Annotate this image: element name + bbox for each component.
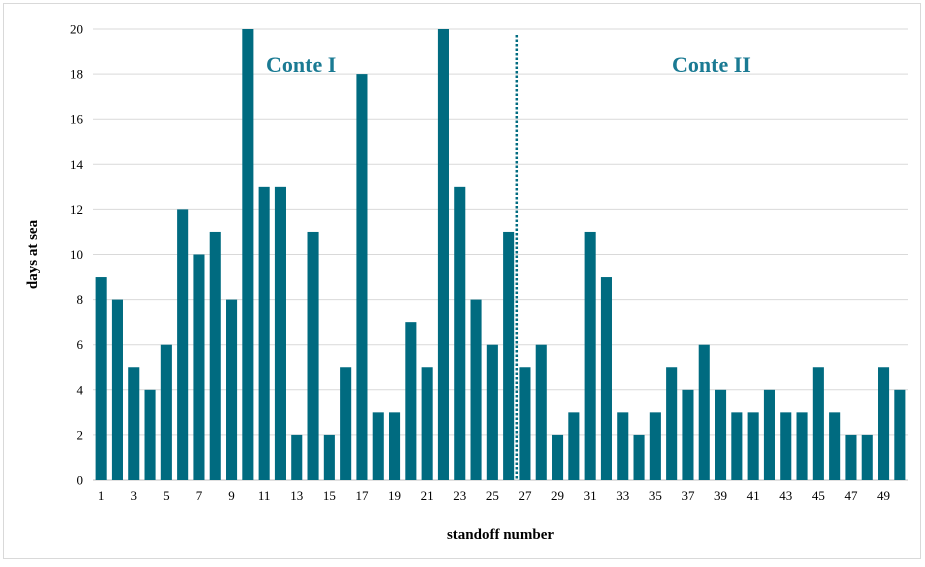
bar-40 xyxy=(731,412,743,480)
x-tick-label-15: 15 xyxy=(323,488,336,503)
x-tick-label-3: 3 xyxy=(131,488,138,503)
x-tick-label-21: 21 xyxy=(421,488,434,503)
bar-5 xyxy=(160,344,172,480)
bar-17 xyxy=(356,74,368,480)
bar-18 xyxy=(372,412,384,480)
bar-24 xyxy=(470,299,482,480)
bar-6 xyxy=(177,209,189,480)
x-tick-label-17: 17 xyxy=(355,488,369,503)
bar-26 xyxy=(503,231,515,480)
bar-31 xyxy=(584,231,596,480)
bar-11 xyxy=(258,186,270,480)
bar-30 xyxy=(568,412,580,480)
bar-37 xyxy=(682,389,694,480)
bar-34 xyxy=(633,434,645,480)
bar-10 xyxy=(242,29,254,480)
y-tick-label-6: 6 xyxy=(77,337,84,352)
x-tick-label-29: 29 xyxy=(551,488,564,503)
bar-41 xyxy=(747,412,759,480)
x-axis-label: standoff number xyxy=(447,527,554,543)
bar-46 xyxy=(829,412,841,480)
bar-12 xyxy=(274,186,286,480)
y-tick-label-14: 14 xyxy=(70,157,84,172)
y-tick-label-0: 0 xyxy=(77,473,84,488)
y-tick-label-16: 16 xyxy=(70,112,84,127)
bars xyxy=(95,29,906,480)
x-tick-label-47: 47 xyxy=(844,488,858,503)
x-tick-label-37: 37 xyxy=(681,488,695,503)
y-axis-ticks: 0 2 4 6 8 10 12 14 16 18 20 xyxy=(70,22,84,488)
bar-19 xyxy=(389,412,401,480)
x-axis-ticks: 1 3 5 7 9 11 13 15 17 19 21 23 25 27 29 31 33 35 37 39 41 43 4… xyxy=(98,488,890,503)
y-tick-label-18: 18 xyxy=(70,67,83,82)
bar-2 xyxy=(111,299,123,480)
x-tick-label-39: 39 xyxy=(714,488,727,503)
bar-25 xyxy=(486,344,498,480)
x-tick-label-31: 31 xyxy=(584,488,597,503)
annotation-conte-i: Conte I xyxy=(266,52,336,77)
bar-21 xyxy=(421,367,433,480)
bar-49 xyxy=(878,367,890,480)
bar-50 xyxy=(894,389,906,480)
x-tick-label-19: 19 xyxy=(388,488,401,503)
bar-1 xyxy=(95,277,107,480)
y-tick-label-2: 2 xyxy=(77,427,84,442)
x-tick-label-41: 41 xyxy=(747,488,760,503)
y-tick-label-20: 20 xyxy=(70,22,83,37)
bar-43 xyxy=(780,412,792,480)
annotation-conte-ii: Conte II xyxy=(672,52,751,77)
bar-23 xyxy=(454,186,466,480)
x-tick-label-35: 35 xyxy=(649,488,662,503)
x-tick-label-25: 25 xyxy=(486,488,499,503)
bar-29 xyxy=(552,434,564,480)
bar-27 xyxy=(519,367,531,480)
y-tick-label-12: 12 xyxy=(70,202,83,217)
bar-20 xyxy=(405,322,417,480)
x-tick-label-7: 7 xyxy=(196,488,203,503)
bar-15 xyxy=(323,434,335,480)
x-tick-label-5: 5 xyxy=(163,488,170,503)
x-tick-label-43: 43 xyxy=(779,488,792,503)
x-tick-label-49: 49 xyxy=(877,488,890,503)
bar-45 xyxy=(812,367,824,480)
bar-3 xyxy=(128,367,140,480)
bar-32 xyxy=(600,277,612,480)
bar-36 xyxy=(666,367,678,480)
bar-16 xyxy=(340,367,352,480)
x-tick-label-9: 9 xyxy=(228,488,235,503)
bar-47 xyxy=(845,434,857,480)
bar-9 xyxy=(226,299,238,480)
bar-35 xyxy=(649,412,661,480)
bar-8 xyxy=(209,231,221,480)
bar-48 xyxy=(861,434,873,480)
bar-39 xyxy=(715,389,727,480)
x-tick-label-27: 27 xyxy=(518,488,532,503)
bar-28 xyxy=(535,344,547,480)
x-tick-label-1: 1 xyxy=(98,488,105,503)
bar-42 xyxy=(763,389,775,480)
bar-33 xyxy=(617,412,629,480)
bar-44 xyxy=(796,412,808,480)
bar-13 xyxy=(291,434,303,480)
chart-frame: 0 2 4 6 8 10 12 14 16 18 20 1 3 5 7 9 11 13 15 17 19 21 23 25 2… xyxy=(3,3,921,559)
bar-7 xyxy=(193,254,205,480)
y-tick-label-8: 8 xyxy=(77,292,84,307)
bar-22 xyxy=(437,29,449,480)
x-tick-label-11: 11 xyxy=(258,488,271,503)
bar-38 xyxy=(698,344,710,480)
x-tick-label-33: 33 xyxy=(616,488,629,503)
y-axis-label: days at sea xyxy=(25,219,41,289)
y-tick-label-10: 10 xyxy=(70,247,83,262)
bar-4 xyxy=(144,389,156,480)
x-tick-label-23: 23 xyxy=(453,488,466,503)
x-tick-label-45: 45 xyxy=(812,488,825,503)
x-tick-label-13: 13 xyxy=(290,488,303,503)
bar-14 xyxy=(307,231,319,480)
y-tick-label-4: 4 xyxy=(77,382,84,397)
